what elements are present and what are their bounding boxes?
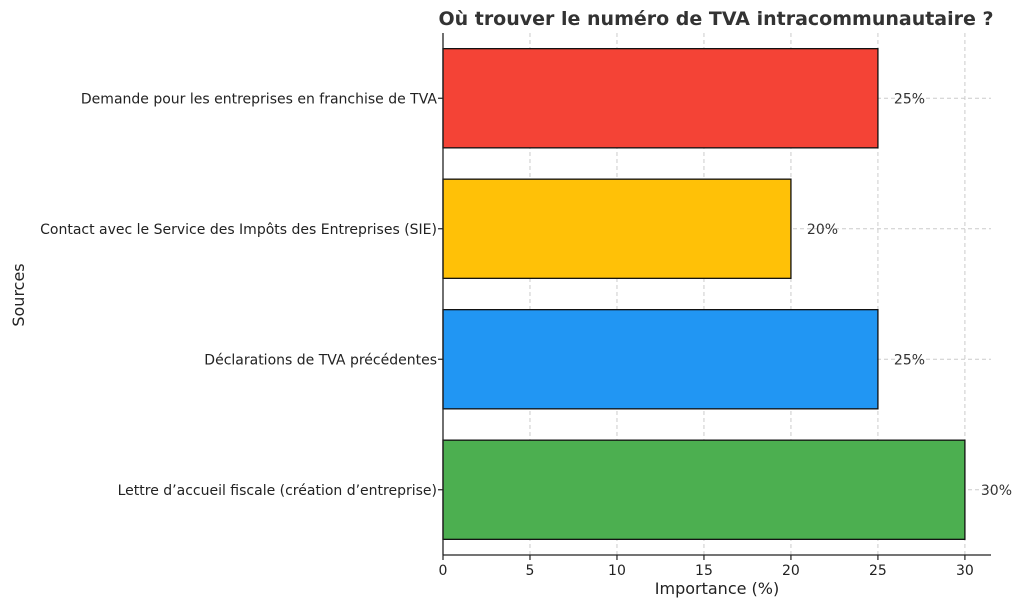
bar	[442, 178, 792, 279]
x-tick-label: 30	[956, 563, 974, 579]
category-label: Lettre d’accueil fiscale (création d’ent…	[118, 483, 437, 499]
category-label: Contact avec le Service des Impôts des E…	[40, 222, 437, 238]
bar	[442, 48, 879, 149]
x-tick-label: 10	[608, 563, 626, 579]
x-tick-label: 15	[695, 563, 713, 579]
labels: 25% Demande pour les entreprises en franc…	[40, 91, 1012, 579]
category-label: Demande pour les entreprises en franchis…	[81, 91, 438, 107]
x-tick-label: 25	[869, 563, 887, 579]
axes	[438, 33, 991, 560]
x-axis-label: Importance (%)	[655, 579, 779, 598]
value-label: 25%	[894, 352, 925, 368]
bar	[442, 309, 879, 410]
value-label: 30%	[981, 483, 1012, 499]
x-tick-label: 5	[526, 563, 535, 579]
x-tick-label: 0	[439, 563, 448, 579]
value-label: 25%	[894, 91, 925, 107]
y-axis-label: Sources	[9, 263, 28, 326]
value-label: 20%	[807, 222, 838, 238]
category-label: Déclarations de TVA précédentes	[204, 352, 437, 368]
bar	[442, 439, 966, 540]
x-tick-label: 20	[782, 563, 800, 579]
chart-title: Où trouver le numéro de TVA intracommuna…	[438, 8, 993, 30]
